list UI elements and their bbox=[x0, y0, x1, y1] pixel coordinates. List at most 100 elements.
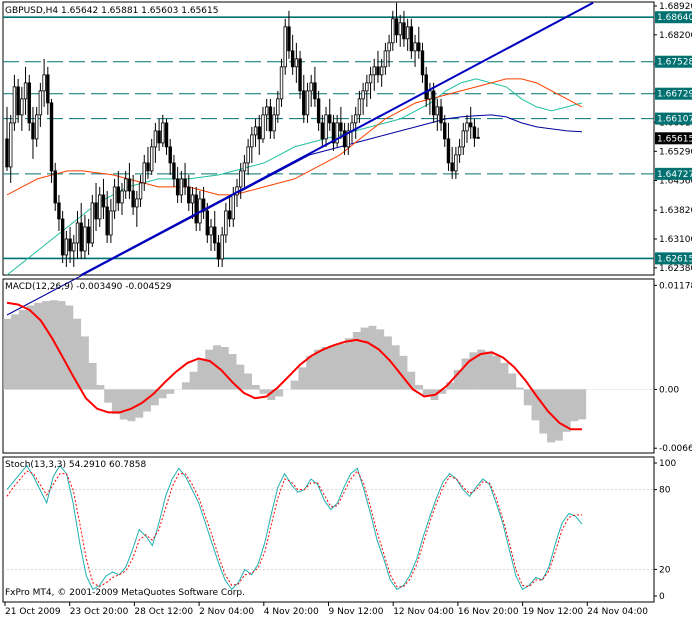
candle-body bbox=[9, 122, 13, 168]
candle-body bbox=[461, 130, 465, 148]
macd-histogram-bar bbox=[166, 389, 175, 394]
candle-body bbox=[224, 210, 228, 236]
stochastic-pane-title: Stoch(13,3,3) 54.2910 60.7858 bbox=[5, 460, 146, 470]
candle-body bbox=[446, 138, 451, 164]
trendline bbox=[80, 1, 594, 276]
macd-histogram-bar bbox=[438, 389, 447, 394]
candle-body bbox=[294, 58, 299, 68]
stochastic-pane[interactable]: 100 80 20 0 bbox=[3, 459, 676, 602]
candle-body bbox=[417, 42, 421, 52]
macd-histogram-bar bbox=[477, 349, 486, 390]
candle-body bbox=[146, 162, 150, 172]
price-level-label: 1.66729 bbox=[657, 90, 692, 100]
candle-body bbox=[290, 50, 295, 68]
macd-histogram-bar bbox=[508, 373, 517, 390]
candle-body bbox=[450, 162, 454, 172]
price-level-label: 1.67528 bbox=[657, 58, 692, 68]
macd-histogram-bar bbox=[446, 382, 455, 390]
macd-histogram-bar bbox=[104, 389, 113, 403]
price-tick-label: 1.63820 bbox=[659, 206, 692, 216]
macd-histogram-bar bbox=[236, 364, 245, 390]
candle-body bbox=[127, 178, 132, 192]
candle-body bbox=[283, 26, 287, 68]
price-pane[interactable]: 1.689201.682001.674701.667401.660101.652… bbox=[3, 1, 692, 316]
macd-histogram-bar bbox=[523, 389, 532, 406]
candle-body bbox=[328, 114, 332, 124]
macd-histogram-bar bbox=[500, 362, 509, 390]
candle-body bbox=[316, 98, 321, 124]
macd-histogram-bar bbox=[414, 384, 423, 390]
macd-histogram-bar bbox=[127, 389, 136, 422]
candle-body bbox=[261, 114, 265, 140]
stoch-frame bbox=[2, 456, 655, 603]
macd-histogram-bar bbox=[42, 301, 50, 390]
candle-body bbox=[346, 130, 350, 148]
candle-body bbox=[227, 210, 232, 220]
candle-body bbox=[272, 114, 276, 132]
candle-body bbox=[194, 194, 198, 224]
macd-histogram-bar bbox=[244, 373, 253, 390]
candle-body bbox=[431, 90, 436, 116]
moving-average-red bbox=[6, 78, 583, 196]
price-level-tag bbox=[655, 11, 692, 24]
macd-histogram-bar bbox=[492, 355, 501, 390]
macd-histogram-bar bbox=[352, 331, 361, 390]
candle-body bbox=[49, 102, 54, 172]
candle-body bbox=[5, 138, 9, 168]
candle-body bbox=[443, 122, 447, 140]
price-tick-label: 1.63100 bbox=[659, 235, 692, 245]
macd-histogram-bar bbox=[275, 389, 284, 397]
macd-histogram-bar bbox=[88, 362, 97, 390]
candle-body bbox=[213, 226, 217, 244]
macd-histogram-bar bbox=[251, 384, 260, 390]
candle-body bbox=[138, 182, 143, 200]
macd-histogram-bar bbox=[73, 318, 82, 390]
price-level-tag bbox=[655, 252, 692, 265]
candle-body bbox=[116, 186, 120, 204]
candle-body bbox=[376, 66, 380, 76]
candle-body bbox=[276, 98, 280, 116]
candle-body bbox=[38, 90, 43, 116]
candle-body bbox=[428, 90, 432, 100]
macd-histogram-bar bbox=[547, 389, 556, 443]
macd-histogram-bar bbox=[65, 305, 74, 390]
macd-histogram-bar bbox=[360, 327, 369, 390]
x-tick-label: 21 Oct 2009 bbox=[5, 607, 61, 617]
macd-histogram-bar bbox=[267, 389, 276, 401]
macd-histogram-bar bbox=[329, 345, 338, 390]
moving-average-teal bbox=[6, 78, 583, 276]
stoch-tick-label: 0 bbox=[659, 592, 665, 602]
candle-body bbox=[305, 90, 310, 116]
macd-histogram-bar bbox=[368, 325, 377, 390]
candle-body bbox=[179, 178, 184, 196]
candle-body bbox=[379, 66, 384, 76]
candle-body bbox=[253, 126, 258, 136]
candle-body bbox=[361, 90, 365, 100]
macd-frame bbox=[2, 278, 655, 454]
macd-tick-label: 0.00 bbox=[659, 385, 679, 395]
candle-body bbox=[34, 114, 39, 140]
candle-body bbox=[246, 146, 250, 164]
candle-body bbox=[53, 170, 57, 204]
candle-body bbox=[439, 106, 443, 124]
stoch-main-line bbox=[6, 464, 583, 591]
candle-body bbox=[220, 234, 224, 260]
current-price-tag bbox=[655, 132, 692, 145]
candle-body bbox=[190, 194, 195, 204]
macd-pane[interactable]: 0.01178 0.00 -0.00666 bbox=[3, 281, 692, 454]
candle-body bbox=[287, 26, 291, 52]
price-level-label: 1.66107 bbox=[657, 115, 692, 125]
macd-histogram-bar bbox=[422, 389, 431, 397]
macd-histogram-bar bbox=[290, 380, 299, 390]
macd-signal-line bbox=[6, 301, 582, 431]
candle-body bbox=[46, 74, 50, 104]
candle-body bbox=[83, 226, 87, 252]
macd-histogram-bar bbox=[298, 367, 307, 390]
macd-pane-title: MACD(12,26,9) -0.003490 -0.004529 bbox=[5, 282, 172, 292]
candle-body bbox=[112, 186, 117, 212]
macd-histogram-bar bbox=[313, 349, 322, 390]
candle-body bbox=[149, 146, 154, 172]
candle-body bbox=[75, 222, 80, 244]
candle-body bbox=[313, 82, 317, 100]
